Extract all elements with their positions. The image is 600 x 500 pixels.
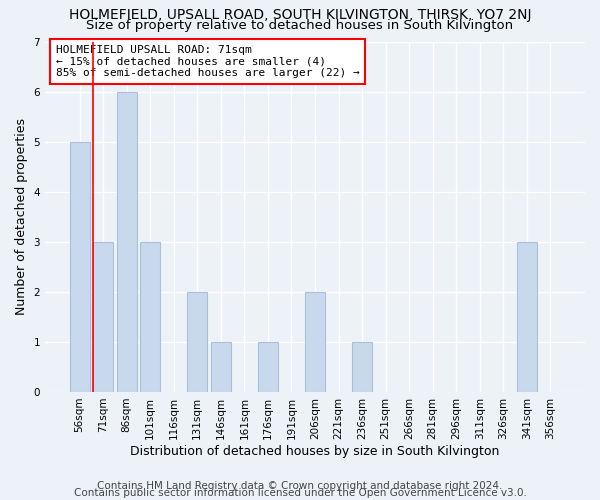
Bar xyxy=(187,292,208,392)
Text: Contains HM Land Registry data © Crown copyright and database right 2024.: Contains HM Land Registry data © Crown c… xyxy=(97,481,503,491)
Y-axis label: Number of detached properties: Number of detached properties xyxy=(15,118,28,315)
X-axis label: Distribution of detached houses by size in South Kilvington: Distribution of detached houses by size … xyxy=(130,444,500,458)
Text: HOLMEFIELD, UPSALL ROAD, SOUTH KILVINGTON, THIRSK, YO7 2NJ: HOLMEFIELD, UPSALL ROAD, SOUTH KILVINGTO… xyxy=(69,8,531,22)
Bar xyxy=(517,242,537,392)
Text: Size of property relative to detached houses in South Kilvington: Size of property relative to detached ho… xyxy=(86,18,514,32)
Bar xyxy=(70,142,89,392)
Bar xyxy=(140,242,160,392)
Bar xyxy=(258,342,278,392)
Text: HOLMEFIELD UPSALL ROAD: 71sqm
← 15% of detached houses are smaller (4)
85% of se: HOLMEFIELD UPSALL ROAD: 71sqm ← 15% of d… xyxy=(56,45,359,78)
Bar xyxy=(93,242,113,392)
Bar xyxy=(305,292,325,392)
Text: Contains public sector information licensed under the Open Government Licence v3: Contains public sector information licen… xyxy=(74,488,526,498)
Bar xyxy=(211,342,231,392)
Bar xyxy=(352,342,372,392)
Bar xyxy=(116,92,137,392)
